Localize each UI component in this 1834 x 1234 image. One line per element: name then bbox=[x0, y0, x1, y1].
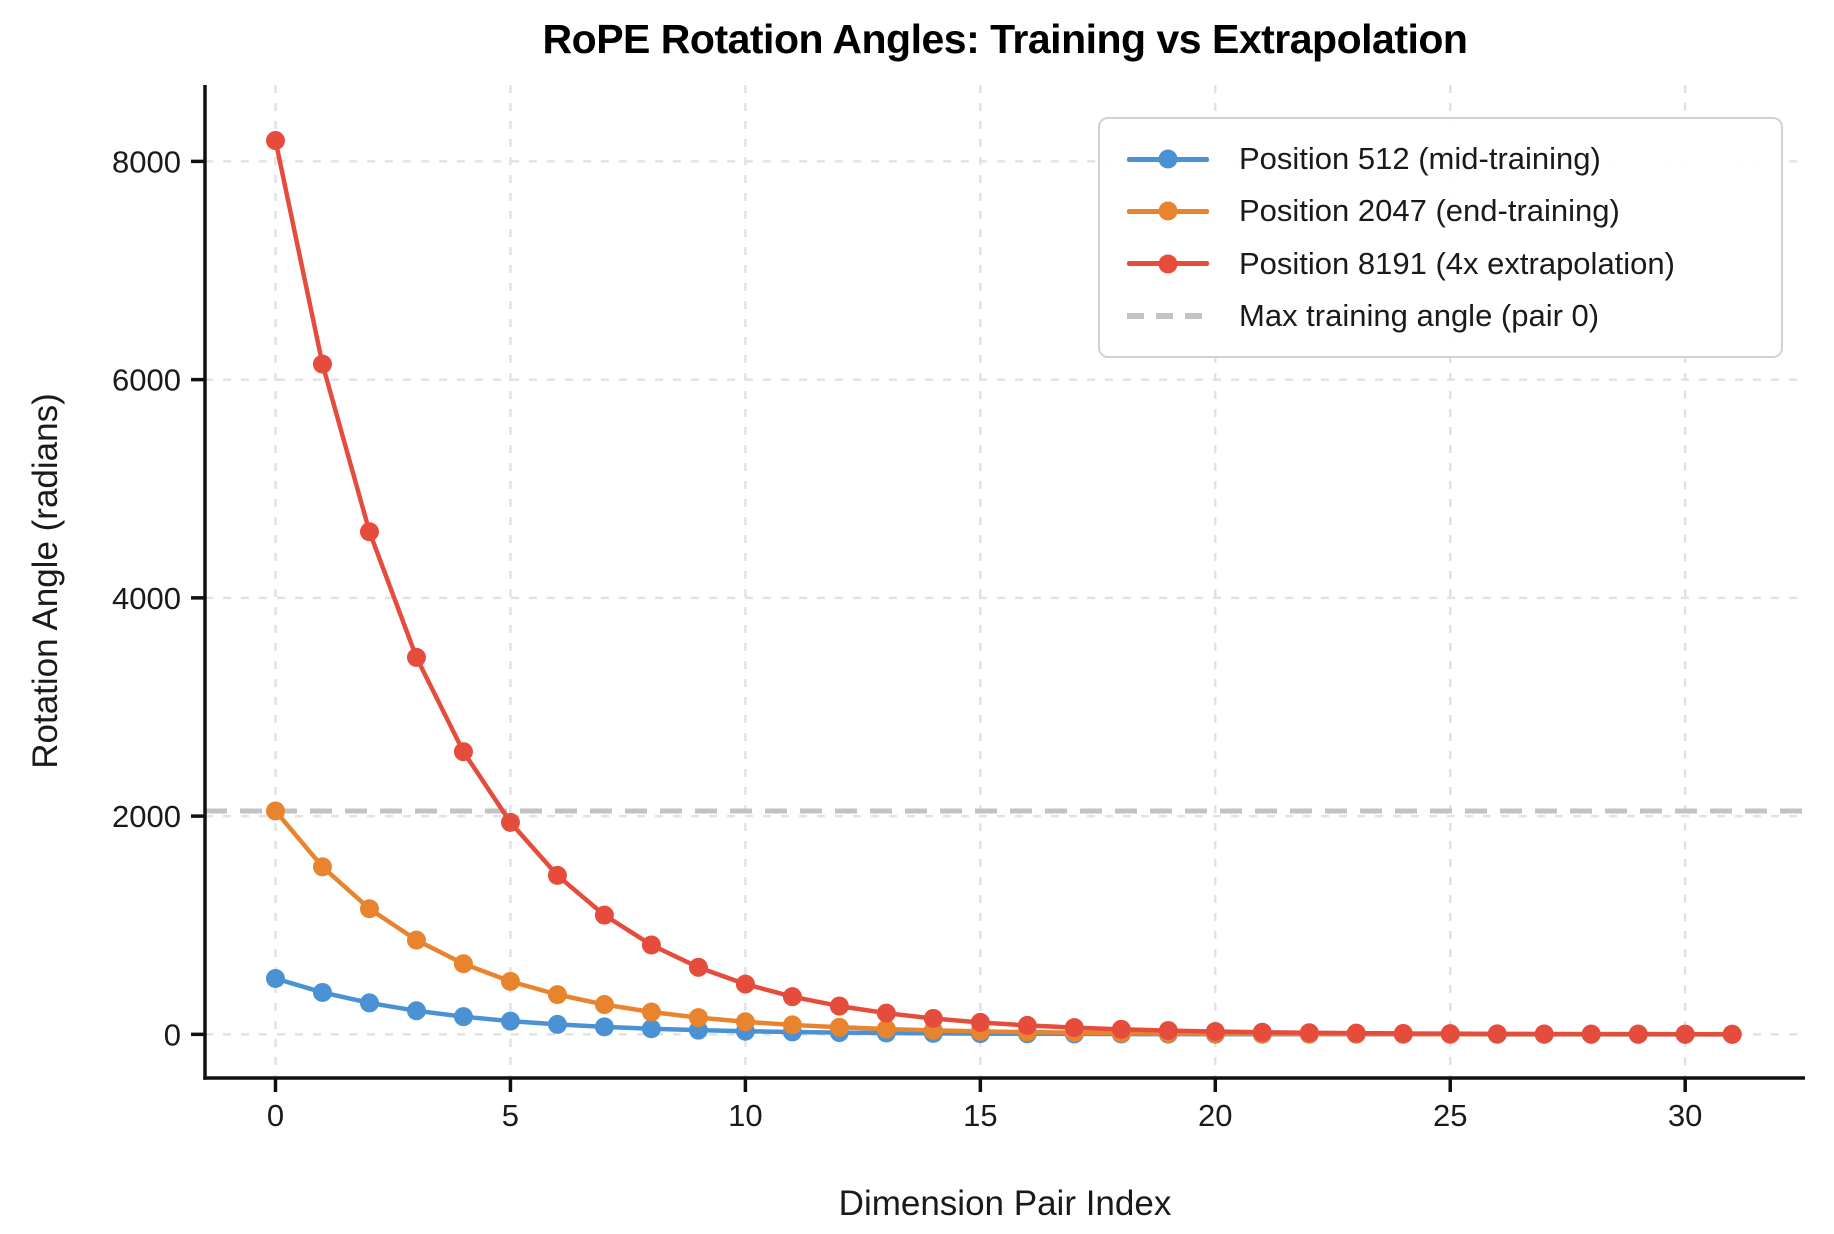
data-point bbox=[547, 985, 567, 1005]
data-point bbox=[735, 1012, 755, 1032]
y-tick-label: 4000 bbox=[112, 581, 181, 616]
data-point bbox=[547, 865, 567, 885]
data-point bbox=[1628, 1024, 1648, 1044]
series-1 bbox=[265, 801, 1742, 1044]
data-point bbox=[1111, 1019, 1131, 1039]
data-point bbox=[453, 954, 473, 974]
data-point bbox=[453, 1007, 473, 1027]
x-tick-label: 0 bbox=[267, 1098, 284, 1133]
legend-label: Max training angle (pair 0) bbox=[1239, 297, 1600, 333]
data-point bbox=[641, 1019, 661, 1039]
x-tick-label: 25 bbox=[1433, 1098, 1467, 1133]
data-point bbox=[1534, 1024, 1554, 1044]
data-point bbox=[735, 974, 755, 994]
data-point bbox=[876, 1019, 896, 1039]
data-point bbox=[265, 801, 285, 821]
y-tick-label: 6000 bbox=[112, 363, 181, 398]
legend-dashed-line-swatch bbox=[1127, 306, 1209, 326]
data-point bbox=[265, 131, 285, 151]
data-point bbox=[500, 1011, 520, 1031]
x-tick-label: 30 bbox=[1668, 1098, 1702, 1133]
data-point bbox=[688, 1008, 708, 1028]
axes-spines bbox=[203, 85, 1805, 1080]
data-point bbox=[406, 930, 426, 950]
data-point bbox=[500, 971, 520, 991]
legend-item: Position 2047 (end-training) bbox=[1100, 193, 1781, 229]
series-line bbox=[273, 808, 1735, 1037]
data-point bbox=[406, 1001, 426, 1021]
legend: Position 512 (mid-training) Position 2047… bbox=[1098, 117, 1783, 358]
chart-title: RoPE Rotation Angles: Training vs Extrap… bbox=[542, 16, 1468, 62]
data-point bbox=[876, 1003, 896, 1023]
x-tick-label: 10 bbox=[728, 1098, 762, 1133]
y-tick-label: 0 bbox=[164, 1017, 181, 1052]
legend-item: Max training angle (pair 0) bbox=[1100, 298, 1781, 334]
data-point bbox=[782, 987, 802, 1007]
data-point bbox=[312, 982, 332, 1002]
data-point bbox=[1487, 1024, 1507, 1044]
data-point bbox=[1299, 1023, 1319, 1043]
legend-line-marker-swatch bbox=[1127, 254, 1209, 274]
legend-item: Position 512 (mid-training) bbox=[1100, 141, 1781, 177]
x-tick-label: 15 bbox=[963, 1098, 997, 1133]
data-point bbox=[1393, 1023, 1413, 1043]
legend-label: Position 512 (mid-training) bbox=[1239, 141, 1601, 177]
legend-item: Position 8191 (4x extrapolation) bbox=[1100, 246, 1781, 282]
data-point bbox=[1722, 1024, 1742, 1044]
data-point bbox=[829, 1017, 849, 1037]
y-axis-label: Rotation Angle (radians) bbox=[26, 393, 65, 769]
data-point bbox=[1581, 1024, 1601, 1044]
data-point bbox=[829, 996, 849, 1016]
legend-label: Position 8191 (4x extrapolation) bbox=[1239, 245, 1675, 281]
data-point bbox=[1158, 1021, 1178, 1041]
data-point bbox=[970, 1012, 990, 1032]
tick-marks bbox=[191, 159, 1687, 1092]
legend-line-marker-swatch bbox=[1127, 201, 1209, 221]
legend-line-marker-swatch bbox=[1127, 149, 1209, 169]
data-point bbox=[1440, 1024, 1460, 1044]
data-point bbox=[594, 905, 614, 925]
data-point bbox=[359, 993, 379, 1013]
data-point bbox=[500, 812, 520, 832]
x-tick-label: 5 bbox=[502, 1098, 519, 1133]
data-point bbox=[641, 1002, 661, 1022]
data-point bbox=[923, 1008, 943, 1028]
data-point bbox=[359, 899, 379, 919]
legend-label: Position 2047 (end-training) bbox=[1239, 193, 1620, 229]
tick-labels: 0 5 10 15 20 25 30 0 2000 4000 6000 8000 bbox=[112, 144, 1702, 1133]
data-point bbox=[688, 957, 708, 977]
series-2 bbox=[265, 131, 1742, 1044]
data-point bbox=[594, 1017, 614, 1037]
x-axis-label: Dimension Pair Index bbox=[838, 1184, 1172, 1223]
data-point bbox=[1346, 1023, 1366, 1043]
x-tick-label: 20 bbox=[1198, 1098, 1232, 1133]
data-point bbox=[312, 857, 332, 877]
data-point bbox=[1205, 1022, 1225, 1042]
data-point bbox=[1675, 1024, 1695, 1044]
data-point bbox=[594, 995, 614, 1015]
data-point bbox=[1064, 1018, 1084, 1038]
data-point bbox=[312, 354, 332, 374]
data-point bbox=[1252, 1022, 1272, 1042]
data-point bbox=[406, 647, 426, 667]
data-point bbox=[1017, 1015, 1037, 1035]
y-tick-label: 8000 bbox=[112, 144, 181, 179]
data-point bbox=[265, 968, 285, 988]
data-point bbox=[782, 1015, 802, 1035]
data-point bbox=[453, 742, 473, 762]
data-point bbox=[359, 522, 379, 542]
data-point bbox=[641, 935, 661, 955]
data-point bbox=[547, 1014, 567, 1034]
y-tick-label: 2000 bbox=[112, 799, 181, 834]
